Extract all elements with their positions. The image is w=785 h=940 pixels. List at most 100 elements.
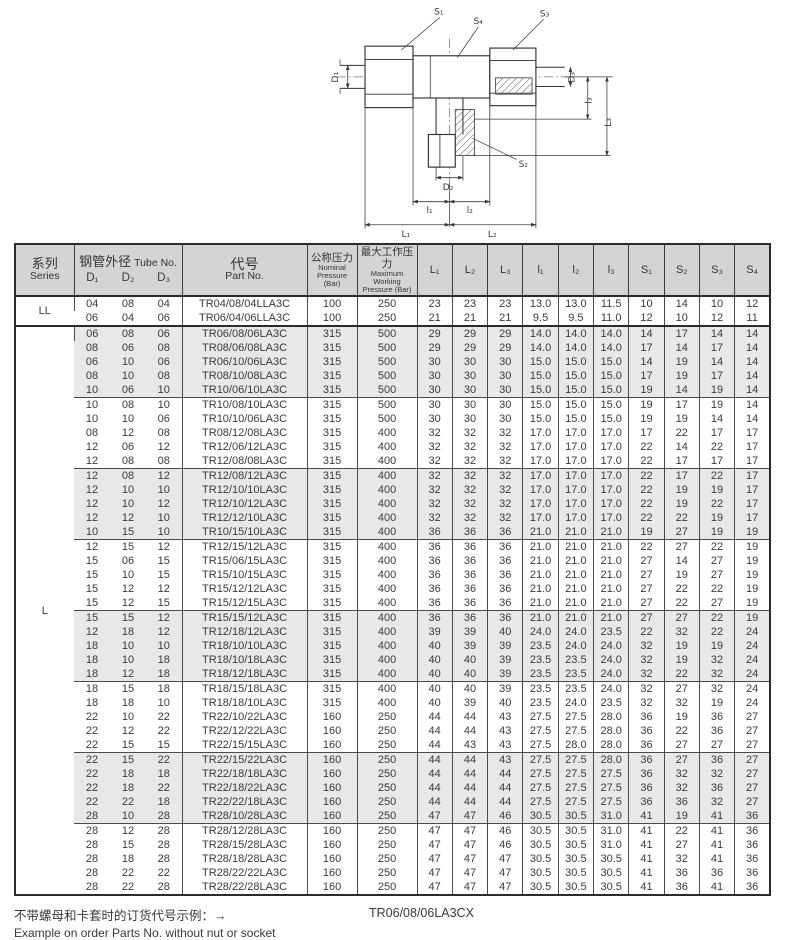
value-cell: 22: [698, 610, 735, 625]
value-cell: 315: [306, 625, 358, 639]
value-cell: 27.5: [522, 738, 559, 753]
label-s3: S₃: [540, 9, 550, 19]
value-cell: 30: [487, 355, 523, 369]
value-cell: 47: [416, 838, 453, 852]
value-cell: 27.5: [557, 795, 594, 809]
value-cell: 22: [698, 497, 735, 511]
value-cell: 30.5: [557, 838, 594, 852]
value-cell: 400: [356, 625, 418, 639]
part-no-cell: TR28/18/28LA3C: [181, 852, 308, 866]
value-cell: 32: [663, 852, 700, 866]
value-cell: 160: [306, 809, 358, 824]
table-row: 28 18 28 TR28/18/28LA3C 160 250 47 47 47 30.5 30.5…: [15, 852, 770, 866]
value-cell: 12: [74, 511, 110, 525]
table-row: 08 06 08 TR08/06/08LA3C 315 500 29 29 29 14.0 14.0…: [15, 341, 770, 355]
value-cell: 12: [74, 625, 110, 639]
value-cell: 08: [110, 468, 146, 483]
value-cell: 400: [356, 681, 418, 696]
value-cell: 17: [734, 440, 770, 454]
value-cell: 36: [416, 568, 453, 582]
value-cell: 21.0: [557, 568, 594, 582]
value-cell: 32: [487, 426, 523, 440]
value-cell: 17.0: [593, 497, 629, 511]
value-cell: 47: [416, 866, 453, 880]
table-row: 18 12 18 TR18/12/18LA3C 315 400 40 40 39 23.5 23.5…: [15, 667, 770, 682]
table-row: 12 18 12 TR12/18/12LA3C 315 400 39 39 40 24.0 24.0…: [15, 625, 770, 639]
value-cell: 32: [663, 625, 700, 639]
value-cell: 315: [306, 383, 358, 398]
value-cell: 400: [356, 610, 418, 625]
part-no-cell: TR22/12/22LA3C: [181, 724, 308, 738]
value-cell: 36: [628, 738, 665, 753]
value-cell: 10: [146, 397, 183, 412]
value-cell: 21.0: [593, 554, 629, 568]
label-s2: S₂: [519, 160, 529, 170]
value-cell: 315: [306, 468, 358, 483]
value-cell: 500: [356, 325, 418, 341]
value-cell: 06: [121, 441, 135, 453]
value-cell: 27: [628, 610, 665, 625]
value-cell: 10: [146, 511, 183, 525]
value-cell: 22: [146, 781, 183, 795]
value-cell: 32: [451, 497, 488, 511]
value-cell: 11.5: [593, 295, 629, 311]
value-cell: 19: [663, 412, 700, 426]
value-cell: 36: [416, 539, 453, 554]
value-cell: 28: [74, 809, 110, 824]
value-cell: 315: [306, 596, 358, 611]
part-no-cell: TR12/10/12LA3C: [181, 497, 308, 511]
value-cell: 06: [157, 413, 170, 425]
value-cell: 17.0: [593, 440, 629, 454]
value-cell: 500: [356, 369, 418, 383]
value-cell: 19: [663, 653, 700, 667]
value-cell: 18: [85, 697, 99, 709]
value-cell: 41: [628, 823, 665, 838]
value-cell: 15: [157, 597, 170, 609]
value-cell: 36: [451, 525, 488, 540]
value-cell: 32: [663, 781, 700, 795]
value-cell: 32: [416, 426, 453, 440]
value-cell: 30.5: [593, 852, 629, 866]
col-header-L1: L₁: [416, 244, 453, 297]
value-cell: 32: [451, 426, 488, 440]
value-cell: 30: [451, 383, 488, 398]
value-cell: 08: [110, 397, 146, 412]
value-cell: 15.0: [557, 355, 594, 369]
left-tube: [340, 64, 366, 89]
value-cell: 21: [416, 311, 453, 326]
value-cell: 36: [734, 809, 770, 824]
value-cell: 15: [157, 569, 170, 581]
value-cell: 15: [85, 597, 99, 609]
value-cell: 315: [306, 341, 358, 355]
part-no-cell: TR15/15/12LA3C: [181, 610, 308, 625]
value-cell: 28: [157, 839, 170, 851]
value-cell: 9.5: [557, 311, 594, 326]
value-cell: 32: [416, 511, 453, 525]
value-cell: 10: [85, 413, 99, 425]
table-row: 10 15 10 TR10/15/10LA3C 315 400 36 36 36 21.0 21.0…: [15, 525, 770, 540]
value-cell: 19: [663, 355, 700, 369]
value-cell: 400: [356, 525, 418, 540]
value-cell: 47: [416, 880, 453, 895]
value-cell: 36: [487, 596, 523, 611]
value-cell: 30: [451, 369, 488, 383]
value-cell: 19: [628, 525, 665, 540]
value-cell: 14: [734, 325, 770, 341]
value-cell: 32: [487, 483, 523, 497]
value-cell: 10: [110, 369, 146, 383]
value-cell: 28.0: [593, 752, 629, 767]
value-cell: 400: [356, 568, 418, 582]
value-cell: 40: [487, 696, 523, 710]
value-cell: 27.5: [557, 781, 594, 795]
value-cell: 08: [85, 427, 99, 439]
value-cell: 28: [146, 809, 183, 824]
value-cell: 27: [734, 724, 770, 738]
value-cell: 27: [698, 596, 735, 611]
value-cell: 46: [487, 809, 523, 824]
value-cell: 18: [74, 639, 110, 653]
value-cell: 160: [306, 767, 358, 781]
value-cell: 21.0: [557, 554, 594, 568]
value-cell: 40: [416, 681, 453, 696]
part-no-cell: TR22/18/18LA3C: [181, 767, 308, 781]
value-cell: 315: [306, 582, 358, 596]
